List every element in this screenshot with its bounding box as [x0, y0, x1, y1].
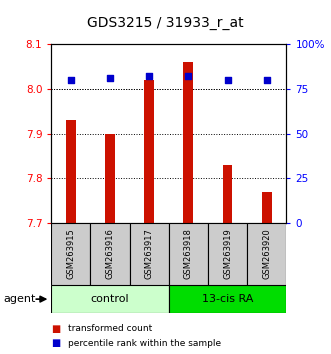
Point [68, 77, 73, 83]
Point [264, 77, 269, 83]
Bar [105, 134, 115, 223]
Bar [208, 223, 247, 285]
Bar [130, 223, 169, 285]
Text: 13-cis RA: 13-cis RA [202, 294, 253, 304]
Bar [90, 223, 130, 285]
Text: percentile rank within the sample: percentile rank within the sample [68, 339, 221, 348]
Bar [247, 223, 286, 285]
Point [186, 74, 191, 79]
Text: transformed count: transformed count [68, 324, 152, 333]
Bar [183, 62, 193, 223]
Text: GDS3215 / 31933_r_at: GDS3215 / 31933_r_at [87, 16, 244, 30]
Bar [51, 223, 90, 285]
Text: GSM263918: GSM263918 [184, 228, 193, 279]
Bar [66, 120, 76, 223]
Text: GSM263919: GSM263919 [223, 228, 232, 279]
Point [107, 75, 113, 81]
Bar [51, 285, 169, 313]
Text: GSM263915: GSM263915 [67, 228, 75, 279]
Text: GSM263917: GSM263917 [145, 228, 154, 279]
Text: agent: agent [3, 294, 36, 304]
Point [147, 74, 152, 79]
Text: ■: ■ [51, 324, 61, 333]
Text: ■: ■ [51, 338, 61, 348]
Text: GSM263920: GSM263920 [262, 228, 271, 279]
Bar [169, 285, 286, 313]
Text: control: control [91, 294, 129, 304]
Bar [223, 165, 232, 223]
Bar [169, 223, 208, 285]
Text: GSM263916: GSM263916 [106, 228, 115, 279]
Bar [144, 80, 154, 223]
Bar [262, 192, 272, 223]
Point [225, 77, 230, 83]
